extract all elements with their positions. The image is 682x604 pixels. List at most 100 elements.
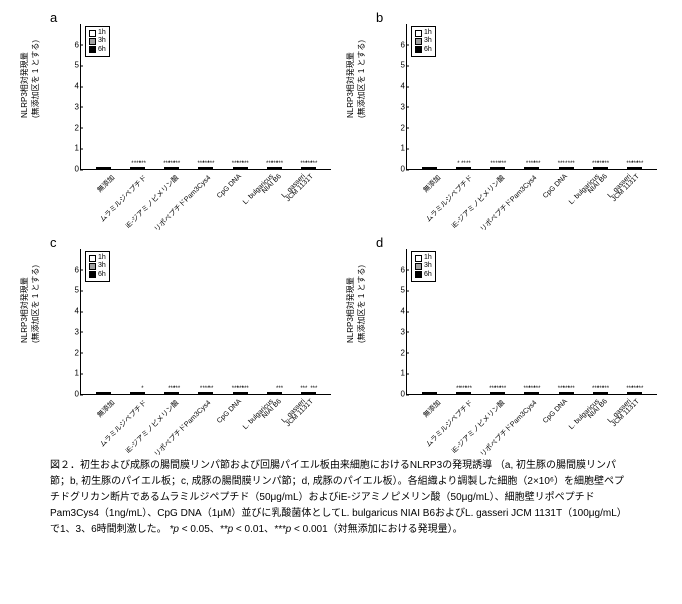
panel-label: a (50, 10, 57, 25)
sig-marker: *** (139, 161, 146, 167)
panel-label: c (50, 235, 57, 250)
legend-item: 1h (415, 254, 432, 262)
sig-marker: *** (602, 386, 609, 392)
legend-swatch (415, 46, 422, 53)
y-tick: 2 (63, 348, 79, 357)
legend-item: 3h (89, 37, 106, 45)
panel-a: aNLRP3相対発現量(無添加区を 1 とする)1h3h6h0123456***… (20, 10, 336, 225)
legend: 1h3h6h (85, 251, 110, 282)
legend-label: 3h (424, 262, 432, 270)
legend-label: 6h (424, 46, 432, 54)
x-tick-label: CpG DNA (542, 398, 569, 425)
legend-swatch (89, 255, 96, 262)
legend-item: 3h (89, 262, 106, 270)
legend-swatch (89, 46, 96, 53)
sig-marker: ** (466, 161, 471, 167)
chart-area: 1h3h6h0123456***************************… (406, 24, 657, 170)
bars-area: ****************************************… (86, 24, 326, 169)
y-tick: 0 (389, 165, 405, 174)
caption-title: 図２．初生および成豚の腸間膜リンパ節および回腸パイエル板由来細胞におけるNLRP… (50, 460, 492, 471)
x-tick-label: リポペプチドPam3Cys4 (152, 398, 213, 459)
bars-area: ******************************* (86, 249, 326, 394)
sig-marker: *** (533, 161, 540, 167)
plot: 1h3h6h0123456***************************… (406, 24, 657, 170)
legend-label: 6h (98, 46, 106, 54)
panel-label: b (376, 10, 383, 25)
sig-marker: *** (173, 161, 180, 167)
legend-label: 6h (98, 271, 106, 279)
y-tick: 6 (389, 265, 405, 274)
y-tick: 0 (63, 165, 79, 174)
sig-marker: ** (209, 386, 214, 392)
sig-marker: *** (499, 386, 506, 392)
sig-marker: *** (568, 161, 575, 167)
legend-item: 6h (415, 271, 432, 279)
x-tick-label: CpG DNA (542, 173, 569, 200)
legend-item: 3h (415, 262, 432, 270)
panels-grid: aNLRP3相対発現量(無添加区を 1 とする)1h3h6h0123456***… (20, 10, 662, 450)
sig-marker: *** (499, 161, 506, 167)
x-tick-label: 無添加 (95, 398, 117, 420)
y-tick: 2 (389, 123, 405, 132)
x-ticks: 無添加ムラミルジペプチドiE-ジアミノピメリン酸リポペプチドPam3Cys4Cp… (407, 394, 657, 449)
legend-swatch (415, 255, 422, 262)
y-tick: 2 (389, 348, 405, 357)
legend: 1h3h6h (411, 26, 436, 57)
legend-swatch (89, 263, 96, 270)
legend-label: 6h (424, 271, 432, 279)
legend-label: 3h (424, 37, 432, 45)
legend-label: 1h (98, 254, 106, 262)
legend-label: 1h (98, 29, 106, 37)
sig-marker: *** (602, 161, 609, 167)
sig-marker: *** (242, 161, 249, 167)
y-ticks: 0123456 (389, 249, 405, 394)
x-tick-label: リポペプチドPam3Cys4 (478, 398, 539, 459)
legend-item: 6h (89, 46, 106, 54)
y-tick: 3 (63, 102, 79, 111)
chart-area: 1h3h6h0123456***************************… (406, 249, 657, 395)
y-tick: 1 (389, 144, 405, 153)
figure: aNLRP3相対発現量(無添加区を 1 とする)1h3h6h0123456***… (0, 0, 682, 604)
sig-marker: * (457, 161, 459, 167)
y-tick: 6 (63, 265, 79, 274)
sig-marker: *** (276, 161, 283, 167)
y-tick: 1 (63, 369, 79, 378)
legend-swatch (415, 271, 422, 278)
x-tick-label: 無添加 (421, 173, 443, 195)
bars-area: ****************************************… (412, 249, 652, 394)
x-ticks: 無添加ムラミルジペプチドiE-ジアミノピメリン酸リポペプチドPam3Cys4Cp… (81, 169, 331, 224)
sig-marker: * (141, 386, 143, 392)
plot: 1h3h6h0123456***************************… (80, 24, 331, 170)
sig-marker: *** (465, 386, 472, 392)
sig-marker: *** (310, 161, 317, 167)
y-tick: 5 (63, 61, 79, 70)
x-tick-label: CpG DNA (216, 173, 243, 200)
sig-marker: *** (636, 386, 643, 392)
y-tick: 3 (389, 327, 405, 336)
y-ticks: 0123456 (63, 249, 79, 394)
legend-label: 3h (98, 37, 106, 45)
legend-item: 1h (415, 29, 432, 37)
chart-area: 1h3h6h0123456***************************… (80, 24, 331, 170)
sig-marker: *** (242, 386, 249, 392)
legend-swatch (415, 38, 422, 45)
legend-label: 1h (424, 29, 432, 37)
y-tick: 5 (389, 61, 405, 70)
legend-swatch (89, 30, 96, 37)
y-tick: 1 (63, 144, 79, 153)
chart-area: 1h3h6h0123456***************************… (80, 249, 331, 395)
legend: 1h3h6h (85, 26, 110, 57)
legend-swatch (415, 30, 422, 37)
sig-marker: *** (568, 386, 575, 392)
y-tick: 4 (389, 307, 405, 316)
x-tick-label: 無添加 (421, 398, 443, 420)
legend-item: 1h (89, 29, 106, 37)
y-tick: 5 (63, 286, 79, 295)
panel-c: cNLRP3相対発現量(無添加区を 1 とする)1h3h6h0123456***… (20, 235, 336, 450)
sig-marker: *** (173, 386, 180, 392)
legend-item: 6h (415, 46, 432, 54)
x-tick-label: CpG DNA (216, 398, 243, 425)
y-tick: 6 (389, 40, 405, 49)
y-tick: 1 (389, 369, 405, 378)
x-tick-label: リポペプチドPam3Cys4 (152, 173, 213, 234)
